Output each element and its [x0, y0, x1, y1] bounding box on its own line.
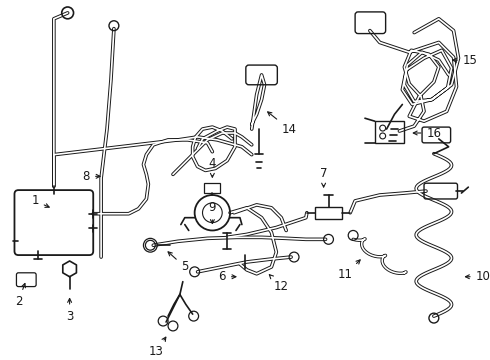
Text: 11: 11 [338, 260, 360, 281]
Text: 7: 7 [320, 167, 327, 187]
Text: 16: 16 [413, 126, 441, 140]
Text: 6: 6 [219, 270, 236, 283]
Text: 10: 10 [466, 270, 490, 283]
Text: 2: 2 [15, 283, 25, 308]
Bar [315, 207, 343, 219]
Text: 14: 14 [268, 112, 296, 136]
Text: 15: 15 [453, 54, 478, 67]
Text: 13: 13 [149, 337, 166, 358]
Text: 5: 5 [168, 252, 189, 273]
Text: 8: 8 [83, 170, 100, 183]
Bar [375, 121, 404, 143]
Text: 3: 3 [66, 298, 74, 323]
Text: 9: 9 [209, 201, 216, 224]
Bar [204, 183, 220, 193]
Text: 12: 12 [270, 275, 289, 293]
Text: 1: 1 [31, 194, 49, 207]
Text: 4: 4 [209, 157, 216, 177]
